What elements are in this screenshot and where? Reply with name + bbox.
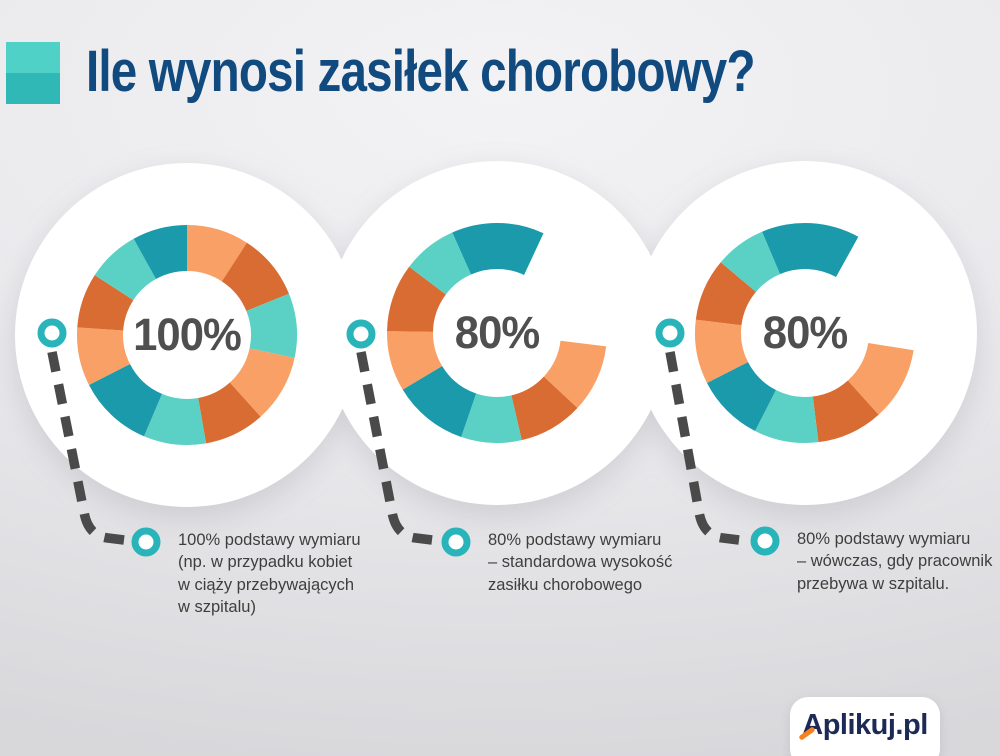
donut-center-label: 80% bbox=[454, 307, 540, 358]
donut-chart-100-percent: 100% bbox=[57, 205, 317, 465]
donut-segment-light_teal bbox=[246, 293, 297, 358]
accent-square-top-half bbox=[6, 42, 60, 73]
note-line: – wówczas, gdy pracownik bbox=[797, 552, 993, 571]
note-line: (np. w przypadku kobiet bbox=[178, 553, 353, 572]
donut-segment-dark_teal bbox=[706, 362, 776, 432]
donut-segment-light_teal bbox=[144, 393, 207, 445]
donut-segment-light_teal bbox=[94, 238, 156, 301]
donut-segment-light_orange bbox=[187, 225, 247, 282]
donut-segment-light_orange bbox=[77, 327, 130, 385]
note-line: w szpitalu) bbox=[178, 598, 256, 617]
donut-segment-light_orange bbox=[543, 340, 607, 409]
donut-segment-dark_orange bbox=[198, 382, 261, 444]
donut-segments bbox=[77, 225, 297, 445]
page-title: Ile wynosi zasiłek chorobowy? bbox=[86, 39, 756, 104]
donut-chart-svg bbox=[77, 225, 297, 445]
note-line: 80% podstawy wymiaru bbox=[797, 530, 971, 548]
dashed-connector-2 bbox=[356, 351, 433, 545]
note-line: w ciąży przebywających bbox=[178, 575, 355, 594]
dashed-connector-3 bbox=[665, 351, 740, 545]
donut-segments bbox=[387, 223, 607, 443]
logo-letter-a-with-orange-check: A bbox=[802, 709, 823, 741]
donut-chart-svg bbox=[695, 223, 914, 443]
donut-segment-light_orange bbox=[695, 319, 748, 383]
accent-square-bottom-half bbox=[6, 73, 60, 104]
donut-marker-ring-1 bbox=[37, 318, 67, 348]
note-80-percent-standard: 80% podstawy wymiaru – standardowa wysok… bbox=[488, 529, 728, 596]
donut-segment-light_teal bbox=[461, 393, 522, 443]
donut-segment-dark_orange bbox=[221, 242, 289, 312]
aplikuj-logo-pill[interactable]: Aplikuj.pl bbox=[790, 697, 940, 756]
cloud-circle-middle bbox=[325, 161, 669, 505]
donut-segment-light_teal bbox=[755, 390, 819, 443]
note-line: 80% podstawy wymiaru bbox=[488, 531, 662, 549]
donut-center-label: 80% bbox=[762, 307, 848, 358]
donut-segment-dark_teal bbox=[133, 225, 187, 280]
donut-segment-light_teal bbox=[409, 232, 471, 295]
note-marker-ring-2 bbox=[441, 527, 471, 557]
note-100-percent: 100% podstawy wymiaru (np. w przypadku k… bbox=[178, 529, 418, 619]
note-marker-ring-1 bbox=[131, 527, 161, 557]
donut-chart-svg bbox=[387, 223, 607, 443]
aplikuj-logo-text: Aplikuj.pl bbox=[802, 709, 928, 742]
donut-marker-ring-3 bbox=[655, 318, 685, 348]
donut-segment-light_orange bbox=[387, 331, 443, 390]
donut-segment-dark_orange bbox=[511, 376, 578, 441]
donut-segment-dark_teal bbox=[402, 365, 477, 438]
logo-text-rest: plikuj.pl bbox=[822, 709, 929, 741]
note-line: przebywa w szpitalu. bbox=[797, 574, 950, 593]
note-80-percent-hospital: 80% podstawy wymiaru – wówczas, gdy prac… bbox=[797, 528, 1000, 595]
cloud-circle-right bbox=[633, 161, 977, 505]
donut-segment-dark_teal bbox=[762, 223, 859, 278]
note-line: 100% podstawy wymiaru bbox=[178, 531, 361, 549]
note-line: – standardowa wysokość bbox=[488, 553, 673, 572]
donut-segment-dark_teal bbox=[88, 364, 162, 437]
dashed-connector-1 bbox=[47, 351, 125, 545]
donut-chart-80-percent-standard: 80% bbox=[367, 203, 627, 463]
donut-segment-light_teal bbox=[720, 231, 780, 292]
donut-segments bbox=[695, 223, 914, 443]
donut-segment-dark_orange bbox=[77, 275, 134, 331]
note-line: zasiłku chorobowego bbox=[488, 575, 643, 594]
donut-segment-dark_orange bbox=[387, 266, 446, 332]
donut-segment-light_orange bbox=[229, 348, 295, 417]
donut-marker-ring-2 bbox=[346, 319, 376, 349]
donut-segment-dark_teal bbox=[452, 223, 544, 275]
donut-segment-dark_orange bbox=[695, 262, 756, 326]
donut-center-label: 100% bbox=[133, 309, 242, 360]
donut-chart-80-percent-hospital: 80% bbox=[675, 203, 935, 463]
brand-accent-square bbox=[6, 42, 60, 104]
donut-segment-dark_orange bbox=[812, 380, 879, 443]
note-marker-ring-3 bbox=[750, 526, 780, 556]
donut-segment-light_orange bbox=[847, 343, 914, 415]
